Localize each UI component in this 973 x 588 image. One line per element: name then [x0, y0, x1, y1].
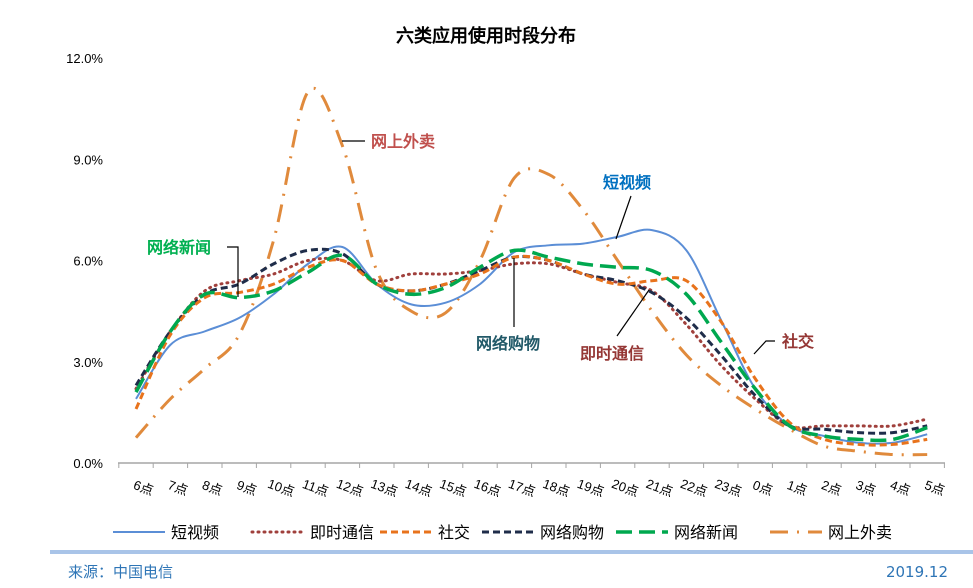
annotation-video: 短视频: [603, 173, 651, 192]
x-tick-label: 17点: [506, 476, 537, 499]
x-tick-label: 12点: [334, 476, 365, 499]
annotation-leader-social: [753, 340, 775, 355]
x-tick-label: 11点: [301, 476, 331, 499]
x-tick-label: 18点: [541, 476, 572, 499]
y-tick-label: 6.0%: [73, 254, 103, 269]
y-tick-label: 3.0%: [73, 355, 103, 370]
legend-label: 网络新闻: [674, 523, 738, 542]
x-tick-label: 19点: [575, 476, 606, 499]
x-tick-label: 23点: [713, 476, 744, 499]
x-tick-label: 22点: [678, 476, 709, 499]
x-tick-label: 0点: [751, 477, 775, 498]
y-tick-label: 0.0%: [73, 456, 103, 471]
x-tick-label: 15点: [438, 476, 469, 499]
y-axis: 0.0% 3.0% 6.0% 9.0% 12.0%: [66, 51, 103, 471]
annotation-leader-im: [616, 289, 650, 337]
annotation-shopping: 网络购物: [476, 334, 540, 353]
x-tick-label: 8点: [200, 477, 224, 498]
x-tick-label: 6点: [131, 477, 155, 498]
annotation-takeaway: 网上外卖: [371, 132, 435, 151]
annotation-leader-news: [227, 246, 239, 297]
x-tick-label: 21点: [644, 476, 675, 499]
x-tick-label: 20点: [610, 476, 641, 499]
x-tick-label: 10点: [266, 476, 297, 499]
footer-date: 2019.12: [886, 563, 948, 581]
legend-label: 网络购物: [540, 523, 604, 542]
annotation-news: 网络新闻: [147, 238, 211, 257]
legend-label: 网上外卖: [828, 523, 892, 542]
x-tick-label: 9点: [235, 477, 259, 498]
x-tick-label: 3点: [854, 477, 878, 498]
y-tick-label: 9.0%: [73, 152, 103, 167]
series-line-5: [134, 86, 928, 457]
legend-label: 即时通信: [310, 523, 374, 542]
x-tick-label: 2点: [819, 477, 843, 498]
footer-source: 来源：中国电信: [68, 563, 173, 581]
x-tick-label: 16点: [472, 476, 503, 499]
series-line-2: [134, 254, 928, 447]
x-tick-label: 7点: [166, 477, 190, 498]
y-tick-label: 12.0%: [66, 51, 103, 66]
x-tick-label: 14点: [403, 476, 434, 499]
x-axis: 6点 7点 8点 9点 10点 11点 12点 13点 14点 15点 16点 17点 18点 19点 20…: [118, 463, 947, 500]
legend: 短视频 即时通信 社交 网络购物 网络新闻 网上外卖: [113, 523, 892, 542]
x-tick-label: 13点: [369, 476, 400, 499]
x-tick-label: 4点: [888, 477, 912, 498]
chart-title: 六类应用使用时段分布: [396, 25, 576, 47]
annotation-leader-video: [615, 195, 632, 240]
annotation-social: 社交: [781, 332, 814, 351]
x-tick-label: 1点: [785, 477, 809, 498]
footer-rule: [50, 550, 973, 554]
series-line-4: [134, 248, 928, 443]
series-group: [134, 86, 929, 457]
x-tick-label: 5点: [923, 477, 947, 498]
annotation-im: 即时通信: [580, 344, 644, 363]
legend-label: 短视频: [171, 523, 219, 542]
legend-label: 社交: [438, 523, 470, 542]
